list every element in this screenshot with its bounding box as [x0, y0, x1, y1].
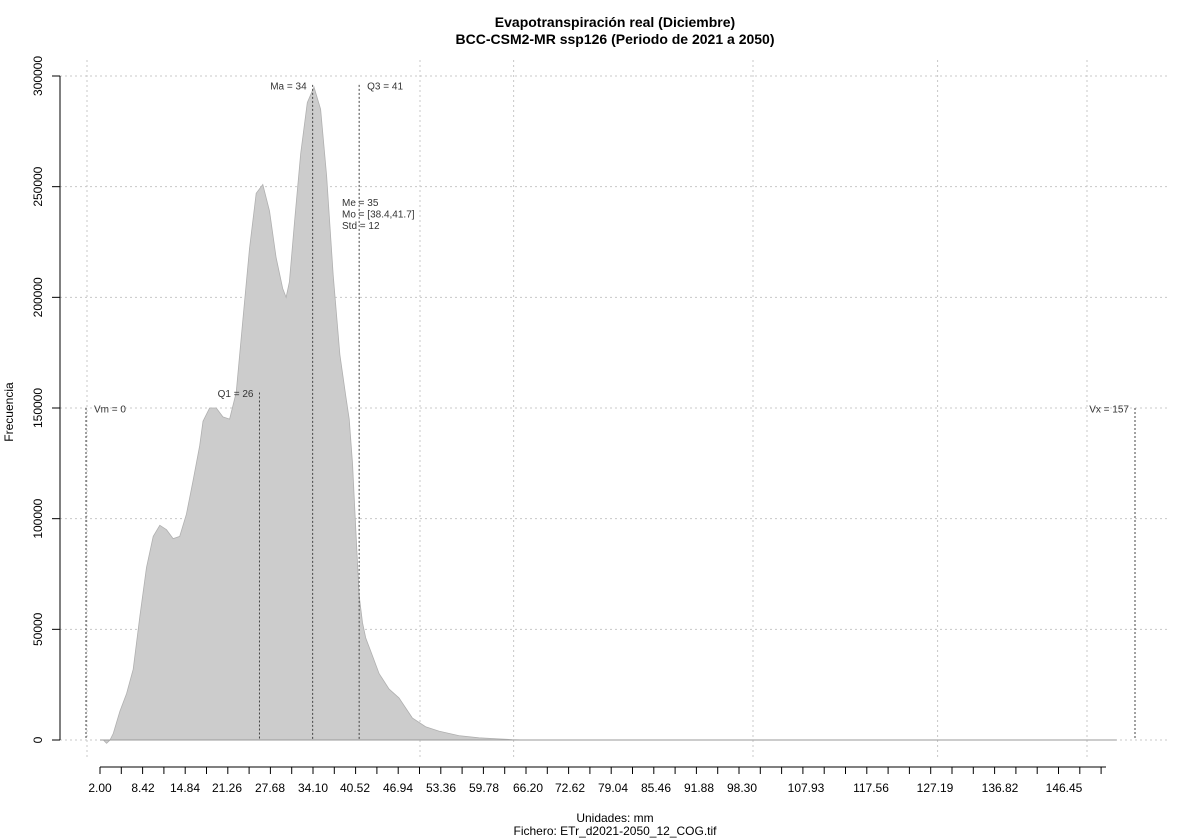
x-tick-label: 2.00: [88, 781, 112, 795]
marker-label: Q3 = 41: [367, 81, 403, 92]
y-tick-label: 50000: [31, 612, 45, 646]
x-tick-label: 53.36: [426, 781, 456, 795]
y-tick-label: 300000: [31, 56, 45, 96]
x-tick-label: 59.78: [469, 781, 499, 795]
marker-label: Vm = 0: [94, 404, 126, 415]
chart-subtitle: BCC-CSM2-MR ssp126 (Periodo de 2021 a 20…: [456, 31, 775, 47]
marker-label: Vx = 157: [1089, 404, 1129, 415]
x-tick-label: 91.88: [684, 781, 714, 795]
y-tick-label: 200000: [31, 277, 45, 317]
y-axis: 0 50000 100000 150000 200000 250000 300000: [31, 56, 61, 743]
x-tick-label: 40.52: [340, 781, 370, 795]
x-tick-label: 34.10: [298, 781, 328, 795]
x-tick-label: 21.26: [212, 781, 242, 795]
marker-label: Ma = 34: [270, 81, 307, 92]
density-area-layer: [100, 85, 1117, 744]
x-tick-label: 66.20: [513, 781, 543, 795]
density-area: [100, 85, 1117, 744]
file-caption: Fichero: ETr_d2021-2050_12_COG.tif: [514, 824, 718, 838]
x-tick-label: 85.46: [641, 781, 671, 795]
y-tick-label: 250000: [31, 166, 45, 206]
x-tick-label: 127.19: [917, 781, 954, 795]
chart-title: Evapotranspiración real (Diciembre): [495, 14, 735, 30]
stat-line: Std = 12: [342, 221, 380, 232]
y-tick-label: 0: [31, 736, 45, 743]
x-tick-label: 72.62: [555, 781, 585, 795]
y-tick-label: 100000: [31, 498, 45, 538]
x-tick-label: 8.42: [131, 781, 155, 795]
x-tick-label: 98.30: [727, 781, 757, 795]
stat-line: Mo = [38.4,41.7]: [342, 210, 415, 221]
y-axis-label: Frecuencia: [2, 382, 16, 442]
statistic-markers: Vm = 0 Q1 = 26 Ma = 34 Q3 = 41 Vx = 157: [85, 81, 1136, 740]
stat-line: Me = 35: [342, 198, 379, 209]
x-axis: 2.00 8.42 14.84 21.26 27.68 34.10 40.52 46.94 53…: [88, 766, 1106, 795]
x-axis-label: Unidades: mm: [576, 811, 653, 825]
y-tick-label: 150000: [31, 388, 45, 428]
x-tick-label: 79.04: [598, 781, 628, 795]
x-tick-label: 146.45: [1046, 781, 1083, 795]
marker-label: Q1 = 26: [218, 389, 254, 400]
x-tick-label: 136.82: [982, 781, 1019, 795]
x-tick-label: 14.84: [170, 781, 200, 795]
x-tick-label: 107.93: [788, 781, 825, 795]
x-tick-label: 27.68: [255, 781, 285, 795]
x-tick-label: 117.56: [853, 781, 889, 795]
x-tick-label: 46.94: [383, 781, 413, 795]
